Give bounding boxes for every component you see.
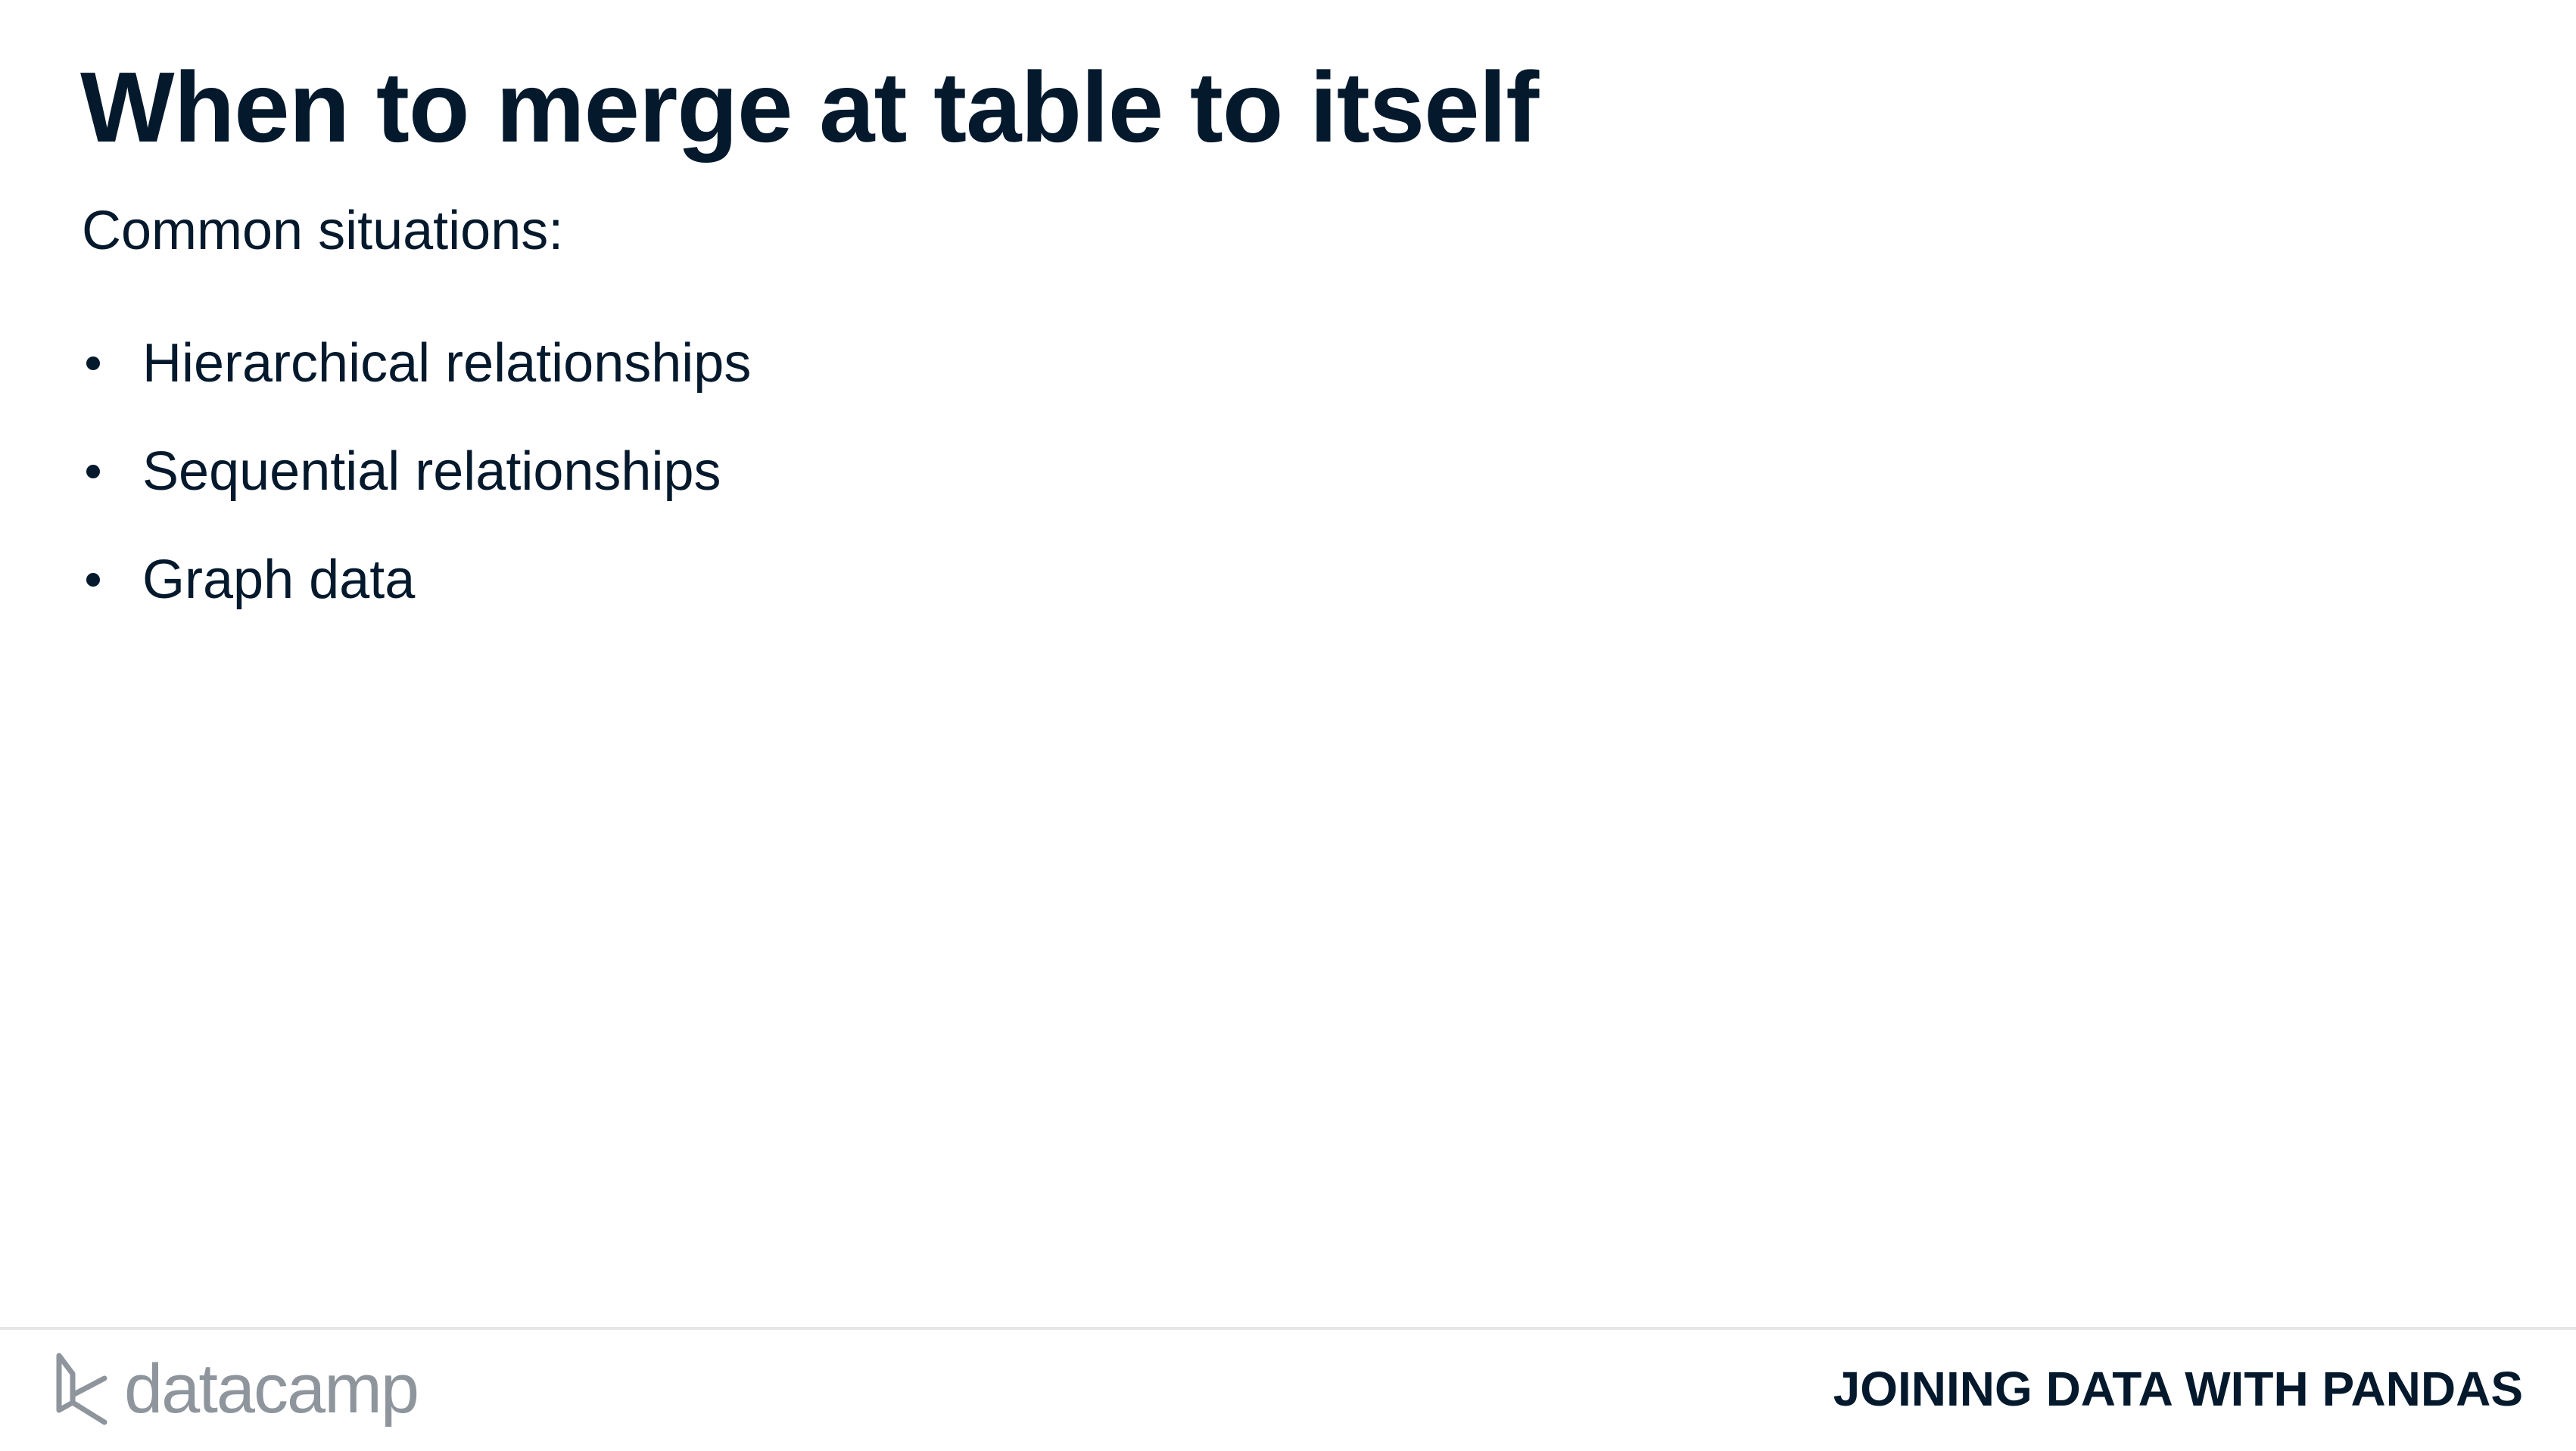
bullet-item: Sequential relationships xyxy=(82,434,751,542)
datacamp-logo-icon xyxy=(56,1353,107,1425)
course-name: JOINING DATA WITH PANDAS xyxy=(1833,1362,2523,1416)
bullet-dot-icon xyxy=(86,357,100,370)
intro-text: Common situations: xyxy=(82,201,564,261)
bullet-text: Graph data xyxy=(142,550,416,610)
bullet-dot-icon xyxy=(86,573,100,587)
bullet-text: Sequential relationships xyxy=(142,441,721,502)
datacamp-logo: datacamp xyxy=(53,1347,419,1431)
bullet-item: Graph data xyxy=(82,542,751,650)
slide-title: When to merge at table to itself xyxy=(80,51,1539,163)
bullet-text: Hierarchical relationships xyxy=(142,333,752,394)
bullet-dot-icon xyxy=(86,465,100,478)
footer-divider xyxy=(0,1327,2576,1330)
bullet-list: Hierarchical relationships Sequential re… xyxy=(82,325,751,650)
bullet-item: Hierarchical relationships xyxy=(82,325,751,434)
logo-wordmark: datacamp xyxy=(124,1350,419,1428)
